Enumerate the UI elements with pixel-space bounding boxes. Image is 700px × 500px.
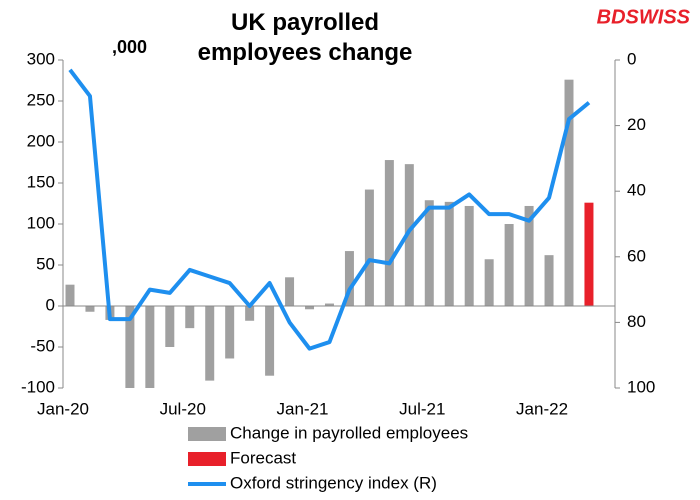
- legend-label: Oxford stringency index (R): [230, 473, 437, 492]
- x-tick-label: Jan-20: [37, 399, 89, 418]
- bar: [145, 306, 155, 388]
- bar: [225, 306, 235, 359]
- bar: [65, 284, 75, 306]
- bar: [464, 205, 474, 306]
- bar: [265, 306, 275, 376]
- bar: [165, 306, 175, 347]
- annotation: ,000: [112, 37, 147, 57]
- bar: [404, 164, 414, 306]
- y-tick-label: 150: [27, 172, 55, 191]
- y-tick-label: 250: [27, 90, 55, 109]
- y-tick-label: 300: [27, 49, 55, 68]
- legend-label: Change in payrolled employees: [230, 423, 468, 442]
- y-tick-label: 200: [27, 131, 55, 150]
- bar: [384, 160, 394, 306]
- y-tick-label: 0: [46, 295, 55, 314]
- y2-tick-label: 100: [627, 377, 655, 396]
- x-tick-label: Jul-20: [160, 399, 206, 418]
- legend-swatch: [188, 427, 226, 441]
- chart-title: UK payrolled employees change: [197, 9, 413, 66]
- y-tick-label: 100: [27, 213, 55, 232]
- y2-tick-label: 60: [627, 246, 646, 265]
- bar: [544, 255, 554, 306]
- bar: [504, 224, 514, 306]
- y2-tick-label: 40: [627, 181, 646, 200]
- legend-label: Forecast: [230, 448, 296, 467]
- line: [68, 68, 591, 351]
- bar: [285, 277, 295, 306]
- bar: [424, 200, 434, 306]
- x-tick-label: Jan-22: [516, 399, 568, 418]
- bar: [324, 303, 334, 306]
- bar: [564, 79, 574, 307]
- bar: [185, 306, 195, 329]
- bar: [205, 306, 215, 381]
- bar: [524, 205, 534, 306]
- y2-tick-label: 20: [627, 115, 646, 134]
- y-tick-label: -100: [21, 377, 55, 396]
- bar: [85, 306, 95, 312]
- x-tick-label: Jul-21: [399, 399, 445, 418]
- bar: [584, 202, 594, 306]
- y-tick-label: -50: [30, 336, 55, 355]
- bar: [484, 259, 494, 306]
- bar: [364, 189, 374, 306]
- y2-tick-label: 80: [627, 312, 646, 331]
- brand: BDSWISS: [597, 6, 691, 28]
- bar: [305, 306, 315, 310]
- legend-swatch: [188, 452, 226, 466]
- bar: [245, 306, 255, 321]
- y-tick-label: 50: [36, 254, 55, 273]
- y2-tick-label: 0: [627, 49, 636, 68]
- x-tick-label: Jan-21: [277, 399, 329, 418]
- bar: [444, 201, 454, 306]
- bar: [125, 306, 135, 388]
- bar: [344, 251, 354, 306]
